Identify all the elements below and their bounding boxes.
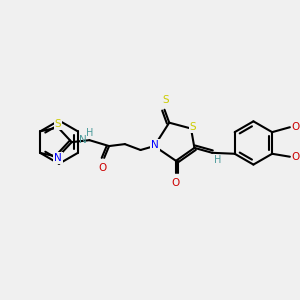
Text: N: N	[152, 140, 159, 150]
Text: H: H	[214, 155, 221, 165]
Text: N: N	[79, 135, 86, 145]
Text: O: O	[172, 178, 180, 188]
Text: S: S	[190, 122, 196, 131]
Text: S: S	[55, 119, 61, 129]
Text: O: O	[98, 163, 106, 173]
Text: O: O	[292, 152, 300, 162]
Text: N: N	[54, 153, 62, 163]
Text: S: S	[162, 95, 169, 105]
Text: O: O	[292, 122, 300, 132]
Text: H: H	[86, 128, 93, 138]
